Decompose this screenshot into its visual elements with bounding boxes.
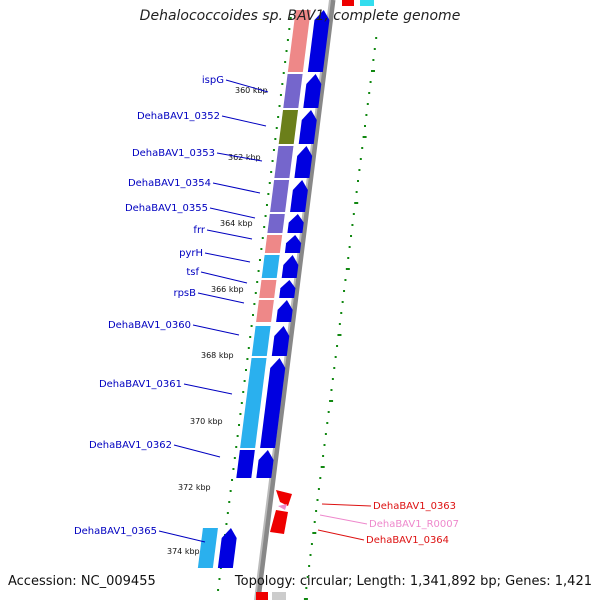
cds-arrow (276, 300, 293, 322)
feature-block (278, 110, 299, 144)
feature-block (236, 450, 255, 478)
gene-leader-line (225, 79, 269, 93)
gene-label: pyrH (179, 248, 203, 259)
gene-leader-line (204, 252, 251, 263)
top-red-block (342, 0, 354, 6)
feature-block (283, 74, 303, 108)
right-gene-label: DehaBAV1_R0007 (369, 519, 459, 530)
kbp-tick-label: 370 kbp (190, 417, 223, 426)
cds-arrow (271, 326, 290, 356)
cds-arrow (279, 280, 296, 298)
gene-label: ispG (202, 75, 224, 86)
cds-arrow (290, 180, 308, 212)
gene-leader-line (173, 444, 221, 458)
feature-block (267, 214, 285, 233)
gene-label: DehaBAV1_0365 (74, 526, 157, 537)
feature-block (264, 235, 283, 253)
right-gene-leader-line (317, 529, 365, 541)
gene-leader-line (221, 115, 267, 127)
right-feature-0363 (276, 490, 292, 506)
feature-block (197, 528, 218, 568)
gene-label: DehaBAV1_0361 (99, 379, 182, 390)
bottom-grey-block (272, 592, 286, 600)
gene-leader-line (158, 530, 206, 543)
cds-arrow (260, 358, 286, 448)
right-feature-r0007 (278, 504, 287, 510)
gene-label: DehaBAV1_0352 (137, 111, 220, 122)
right-gene-leader-line (321, 503, 372, 507)
gene-label: tsf (186, 267, 199, 278)
kbp-tick-label: 360 kbp (235, 86, 268, 95)
right-gene-label: DehaBAV1_0364 (366, 535, 449, 546)
right-gene-leader-line (319, 514, 368, 525)
bottom-red-block (256, 592, 268, 600)
kbp-tick-label: 374 kbp (167, 547, 200, 556)
cds-arrow (256, 450, 274, 478)
cds-arrow (298, 110, 317, 144)
cds-arrow (303, 74, 322, 108)
cds-arrow (281, 255, 299, 278)
right-feature-0364 (270, 510, 288, 534)
map-title: Dehalococcoides sp. BAV1, complete genom… (139, 8, 461, 24)
feature-block (270, 180, 290, 212)
cds-arrow (284, 235, 302, 253)
gene-label: DehaBAV1_0360 (108, 320, 191, 331)
cds-arrow (294, 146, 313, 178)
gene-label: rpsB (173, 288, 196, 299)
gene-label: DehaBAV1_0355 (125, 203, 208, 214)
cds-arrow (307, 10, 330, 72)
feature-block (261, 255, 280, 278)
accession-label: Accession: NC_009455 (8, 574, 156, 589)
feature-block (256, 300, 274, 322)
feature-block (287, 10, 311, 72)
kbp-tick-label: 366 kbp (211, 285, 244, 294)
cds-arrow (287, 214, 304, 233)
right-gene-label: DehaBAV1_0363 (373, 501, 456, 512)
gene-leader-line (200, 271, 248, 284)
gene-leader-line (192, 324, 240, 336)
kbp-tick-label: 368 kbp (201, 351, 234, 360)
feature-block (259, 280, 277, 298)
gene-leader-line (183, 383, 233, 395)
backbone-line (255, 0, 336, 600)
gene-leader-line (206, 229, 253, 240)
gene-leader-line (209, 207, 256, 219)
gene-label: DehaBAV1_0354 (128, 178, 211, 189)
gene-label: DehaBAV1_0362 (89, 440, 172, 451)
feature-block (251, 326, 271, 356)
cds-arrow (217, 528, 237, 568)
feature-block (274, 146, 294, 178)
kbp-tick-label: 364 kbp (220, 219, 253, 228)
gene-label: DehaBAV1_0353 (132, 148, 215, 159)
gene-leader-line (197, 292, 245, 304)
feature-block (240, 358, 267, 448)
gene-leader-line (212, 182, 261, 194)
top-cyan-block (360, 0, 374, 6)
topology-label: Topology: circular; Length: 1,341,892 bp… (234, 574, 592, 589)
kbp-tick-label: 372 kbp (178, 483, 211, 492)
gene-label: frr (193, 225, 205, 236)
gene-leader-line (216, 152, 263, 162)
